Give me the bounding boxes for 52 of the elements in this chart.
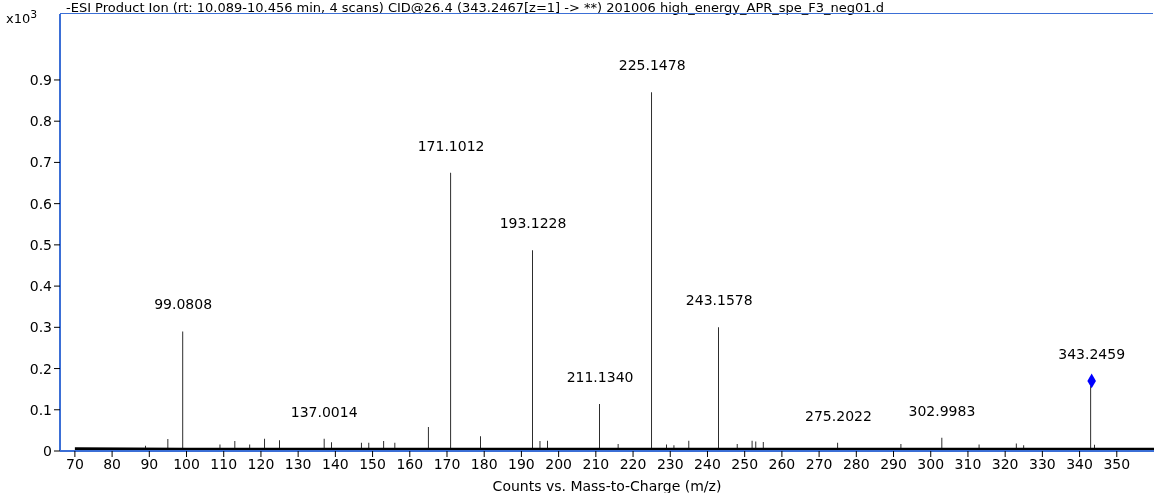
annotation: 225.1478 xyxy=(618,57,686,74)
x-tick-label: 280 xyxy=(842,455,870,472)
annotation: 343.2459 xyxy=(1058,345,1126,362)
y-tick-label: 0 xyxy=(43,442,52,459)
y-tick-label: 0.3 xyxy=(29,319,52,336)
annotation: 137.0014 xyxy=(290,403,358,420)
x-tick-label: 180 xyxy=(470,455,498,472)
annotation: 99.0808 xyxy=(154,296,213,313)
x-tick-label: 230 xyxy=(656,455,684,472)
x-tick-label: 330 xyxy=(1029,455,1056,472)
y-tick-label: 0.2 xyxy=(29,360,52,377)
x-tick-label: 320 xyxy=(991,455,1019,472)
x-tick-label: 290 xyxy=(880,455,907,472)
x-tick-label: 190 xyxy=(508,455,535,472)
y-tick-label: 0.9 xyxy=(29,71,52,88)
x-tick-label: 130 xyxy=(284,455,312,472)
x-tick-label: 110 xyxy=(210,455,238,472)
x-tick-label: 310 xyxy=(954,455,982,472)
x-tick-label: 200 xyxy=(545,455,572,472)
annotation: 211.1340 xyxy=(566,369,634,385)
x-axis-title: Counts vs. Mass-to-Charge (m/z) xyxy=(492,478,722,493)
x-tick-label: 270 xyxy=(805,455,833,472)
y-tick-label: 0.8 xyxy=(29,113,52,130)
y-tick-label: 0.1 xyxy=(29,401,52,418)
y-tick-label: 0.4 xyxy=(29,278,53,295)
x-tick-label: 240 xyxy=(694,455,721,472)
annotation: 171.1012 xyxy=(417,137,485,154)
x-tick-label: 210 xyxy=(582,455,610,472)
annotation: 243.1578 xyxy=(685,292,753,309)
annotation: 302.9983 xyxy=(908,402,976,419)
x-tick-label: 250 xyxy=(731,455,759,472)
x-tick-label: 140 xyxy=(321,455,349,472)
x-tick-label: 150 xyxy=(359,455,386,472)
x-tick-label: 260 xyxy=(768,455,796,472)
x-tick-label: 160 xyxy=(396,455,424,472)
x-tick-label: 70 xyxy=(65,455,84,472)
x-tick-label: 170 xyxy=(433,455,461,472)
y-tick-label: 0.6 xyxy=(29,195,53,212)
x-tick-label: 220 xyxy=(619,455,647,472)
x-tick-label: 100 xyxy=(173,455,200,472)
annotation: 193.1228 xyxy=(499,215,567,232)
annotation: 275.2022 xyxy=(805,407,872,424)
x-tick-label: 300 xyxy=(917,455,945,472)
chart-title: -ESI Product Ion (rt: 10.089-10.456 min, 4 scans) CID@26.4 (343.2467[z=1] -> **) 201006 high_energy_APR_spe_F3_neg01.d xyxy=(66,0,885,15)
y-tick-label: 0.5 xyxy=(29,236,52,253)
x-tick-label: 120 xyxy=(247,455,275,472)
y-tick-label: 0.7 xyxy=(29,154,52,171)
x-tick-label: 350 xyxy=(1103,455,1131,472)
x-tick-label: 80 xyxy=(103,455,122,472)
x-tick-label: 340 xyxy=(1066,455,1093,472)
x-tick-label: 90 xyxy=(140,455,159,472)
y-axis-title: x10$^{3}$ xyxy=(6,8,38,27)
